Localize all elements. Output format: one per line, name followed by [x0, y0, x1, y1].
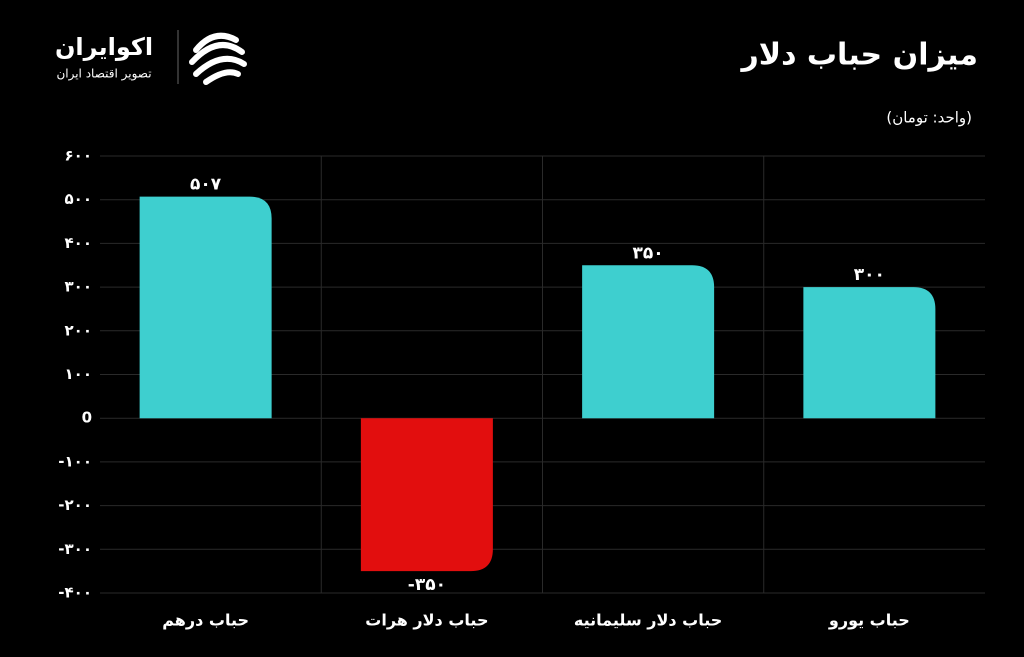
- plot: ۶۰۰ ۵۰۰ ۴۰۰ ۳۰۰ ۲۰۰ ۱۰۰ 0 -۱۰۰ -۲۰۰ -۳۰۰ -۴۰۰ حباب …: [58, 147, 985, 630]
- logo-stroke: [189, 41, 245, 65]
- value-label: -۳۵۰: [408, 575, 446, 595]
- y-tick-label: ۶۰۰: [65, 147, 92, 165]
- value-label: ۵۰۷: [190, 175, 222, 195]
- value-label: ۳۵۰: [633, 243, 664, 263]
- logo-stroke: [193, 32, 239, 53]
- y-tick-label: ۳۰۰: [65, 278, 92, 296]
- y-tick-label: 0: [82, 409, 92, 427]
- logo-icon: [189, 32, 247, 85]
- bar: [360, 418, 493, 572]
- x-tick-label: حباب دلار سلیمانیه: [574, 611, 722, 630]
- y-tick-label: ۴۰۰: [65, 234, 92, 252]
- y-tick-label: -۴۰۰: [58, 584, 92, 602]
- bar: [803, 287, 936, 419]
- logo-stroke: [203, 69, 241, 85]
- brand: اکوایران: [55, 33, 153, 61]
- chart-title: میزان حباب دلار: [739, 38, 978, 73]
- bar: [582, 265, 715, 419]
- x-tick-label: حباب دلار هرات: [365, 611, 488, 630]
- y-tick-label: ۱۰۰: [65, 365, 92, 383]
- chart-subtitle: (واحد: تومان): [886, 109, 972, 127]
- y-tick-label: -۳۰۰: [58, 540, 92, 558]
- value-label: ۳۰۰: [854, 265, 885, 285]
- x-tick-label: حباب درهم: [162, 611, 249, 630]
- y-tick-label: ۲۰۰: [65, 321, 92, 339]
- y-tick-label: -۱۰۰: [58, 452, 92, 470]
- logo-stroke: [193, 55, 247, 77]
- y-tick-label: -۲۰۰: [58, 496, 92, 514]
- tagline: تصویر اقتصاد ایران: [56, 67, 151, 82]
- x-tick-label: حباب یورو: [828, 611, 910, 630]
- y-tick-label: ۵۰۰: [65, 190, 92, 208]
- bar: [139, 196, 272, 419]
